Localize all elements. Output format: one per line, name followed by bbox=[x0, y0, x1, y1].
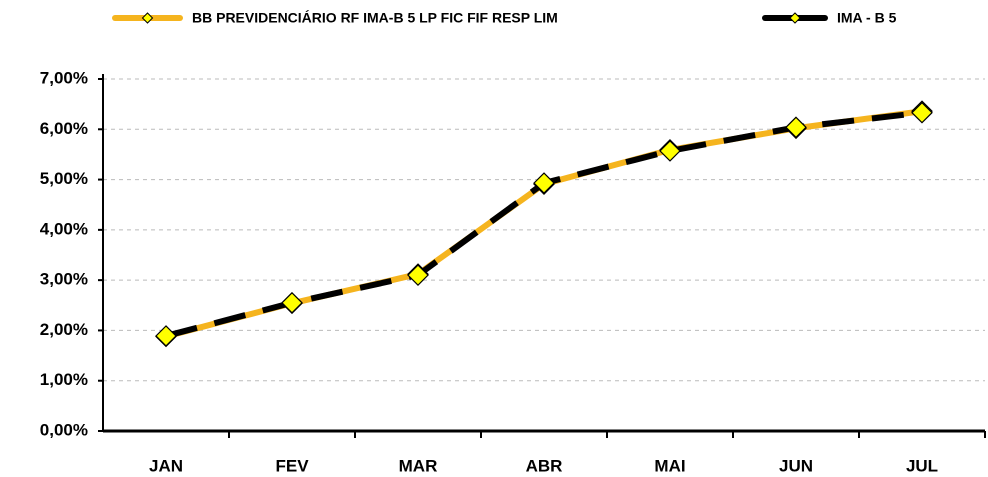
x-tick-label: JUL bbox=[906, 456, 938, 475]
y-tick-label: 1,00% bbox=[40, 370, 88, 389]
y-tick-label: 7,00% bbox=[40, 68, 88, 87]
x-tick-label: FEV bbox=[275, 456, 309, 475]
legend-marker bbox=[141, 12, 154, 24]
y-tick-label: 0,00% bbox=[40, 420, 88, 439]
x-tick-label: MAR bbox=[399, 456, 438, 475]
legend-marker bbox=[789, 12, 801, 24]
x-tick-label: ABR bbox=[526, 456, 563, 475]
y-tick-label: 5,00% bbox=[40, 169, 88, 188]
y-tick-label: 3,00% bbox=[40, 270, 88, 289]
x-tick-label: JUN bbox=[779, 456, 813, 475]
y-tick-label: 2,00% bbox=[40, 320, 88, 339]
x-tick-label: JAN bbox=[149, 456, 183, 475]
series-line bbox=[165, 109, 923, 339]
legend-label: BB PREVIDENCIÁRIO RF IMA-B 5 LP FIC FIF … bbox=[192, 10, 558, 26]
legend: BB PREVIDENCIÁRIO RF IMA-B 5 LP FIC FIF … bbox=[112, 10, 897, 26]
y-tick-label: 4,00% bbox=[40, 219, 88, 238]
marker bbox=[785, 116, 807, 139]
marker bbox=[659, 140, 681, 162]
x-tick-label: MAI bbox=[654, 456, 685, 475]
marker bbox=[533, 172, 555, 194]
series-line bbox=[165, 108, 923, 340]
marker bbox=[155, 325, 177, 347]
marker bbox=[911, 101, 933, 124]
marker bbox=[407, 264, 429, 286]
legend-label: IMA - B 5 bbox=[837, 10, 897, 26]
marker bbox=[281, 291, 303, 314]
y-tick-label: 6,00% bbox=[40, 119, 88, 138]
